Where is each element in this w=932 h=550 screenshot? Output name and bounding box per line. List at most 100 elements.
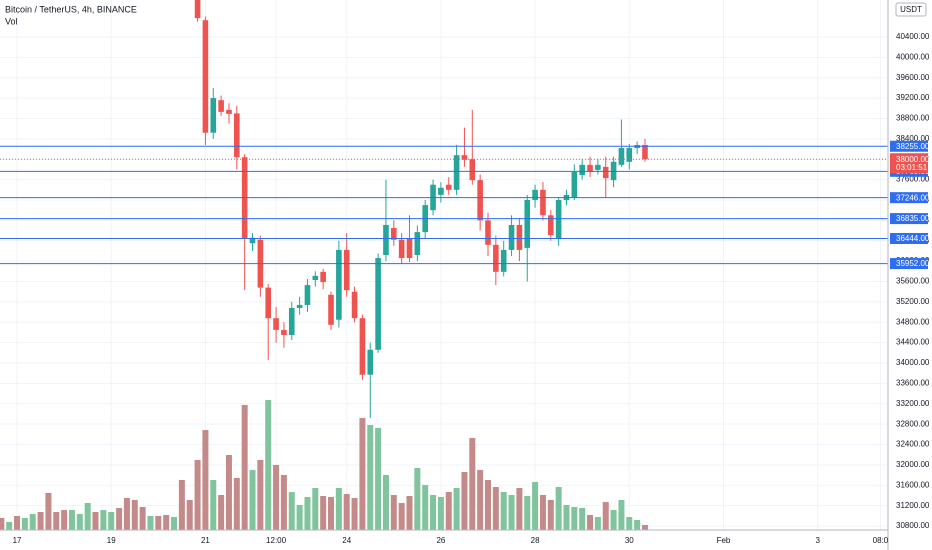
y-tick-label: 34400.00 <box>896 338 930 347</box>
volume-bar <box>147 516 154 530</box>
y-tick-label: 38800.00 <box>896 114 930 123</box>
volume-label: Vol <box>5 16 18 26</box>
volume-bar <box>641 525 648 530</box>
candle-body <box>375 258 381 350</box>
volume-bar <box>37 512 44 530</box>
volume-bar <box>76 514 83 530</box>
candle-body <box>398 239 405 259</box>
x-tick-label: 08:0 <box>873 536 889 545</box>
candle-body <box>540 189 546 216</box>
candle-body <box>602 166 609 179</box>
candle-body <box>516 224 523 250</box>
candle-body <box>406 238 413 259</box>
volume-bar <box>241 405 248 530</box>
x-tick-label: Feb <box>717 536 731 545</box>
x-tick-label: 24 <box>342 536 351 545</box>
y-tick-label: 34800.00 <box>896 317 930 326</box>
candle-body <box>202 20 209 133</box>
candle-body <box>414 232 421 256</box>
candle-body <box>485 220 491 245</box>
volume-bar <box>453 488 460 530</box>
volume-bar <box>359 418 366 530</box>
volume-bar <box>398 503 405 530</box>
y-tick-label: 40400.00 <box>896 32 930 41</box>
candle-body <box>218 100 224 112</box>
volume-bar <box>171 517 178 530</box>
volume-bar <box>579 508 586 530</box>
volume-bar <box>328 497 335 530</box>
time-axis-panel <box>0 530 888 550</box>
candle-body <box>524 199 531 248</box>
volume-bar <box>304 497 311 530</box>
volume-bar <box>178 480 185 530</box>
volume-bar <box>6 522 13 530</box>
level-label-box <box>890 213 928 225</box>
candle-body <box>579 164 585 176</box>
currency-label[interactable]: USDT <box>900 5 922 14</box>
y-tick-label: 31600.00 <box>896 480 930 489</box>
volume-bar <box>320 496 327 530</box>
volume-bar <box>563 505 570 530</box>
y-tick-label: 33200.00 <box>896 399 930 408</box>
y-tick-label: 34000.00 <box>896 358 930 367</box>
x-tick-label: 17 <box>13 536 22 545</box>
volume-bar <box>249 470 256 530</box>
volume-bar <box>539 495 546 530</box>
volume-bar <box>14 516 21 530</box>
candle-body <box>383 224 389 256</box>
candle-body <box>587 164 593 172</box>
volume-bar <box>210 480 217 530</box>
volume-bar <box>155 516 162 530</box>
volume-bar <box>288 492 295 530</box>
level-label: 36835.00 <box>896 214 930 223</box>
volume-bar <box>53 512 60 530</box>
y-tick-label: 40000.00 <box>896 52 930 61</box>
volume-bar <box>265 400 272 530</box>
volume-bar <box>335 488 342 530</box>
candle-body <box>304 285 311 305</box>
volume-bar <box>296 505 303 530</box>
candle-body <box>477 180 483 221</box>
candle-body <box>234 113 240 158</box>
volume-bar <box>84 503 91 530</box>
volume-bar <box>375 428 382 530</box>
volume-bar <box>68 510 75 530</box>
volume-bar <box>437 497 444 530</box>
volume-bar <box>29 514 36 530</box>
volume-bar <box>312 488 319 530</box>
price-axis-corner <box>889 531 932 550</box>
currency-box[interactable] <box>895 2 927 17</box>
level-label-box <box>890 258 928 270</box>
overlay: Bitcoin / TetherUS, 4h, BINANCE Vol USDT <box>5 2 927 26</box>
candle-body <box>359 318 366 375</box>
volume-bar <box>555 487 562 530</box>
candle-body <box>555 199 562 239</box>
volume-bar <box>422 485 429 530</box>
volume-bar <box>0 518 5 530</box>
volume-bar <box>461 472 468 530</box>
y-tick-label: 32800.00 <box>896 419 930 428</box>
volume-bar <box>61 510 68 530</box>
volume-bar <box>194 460 201 530</box>
x-tick-label: 12:00 <box>266 536 287 545</box>
volume-bar <box>45 493 52 530</box>
volume-bar <box>469 438 476 530</box>
candle-body <box>532 189 538 200</box>
volume-bar <box>524 496 531 530</box>
volume-bar <box>477 470 484 530</box>
candle-body <box>508 224 515 250</box>
level-label: 38255.00 <box>896 142 930 151</box>
candle-body <box>469 159 476 181</box>
volume-bar <box>92 512 99 530</box>
volume-bar <box>202 430 209 530</box>
volume-bar <box>21 518 28 530</box>
volume-bar <box>430 495 437 530</box>
volume-bar <box>484 480 491 530</box>
volume-bar <box>186 500 193 530</box>
y-tick-label: 31200.00 <box>896 501 930 510</box>
chart-title: Bitcoin / TetherUS, 4h, BINANCE <box>5 4 137 14</box>
x-tick-label: 28 <box>531 536 540 545</box>
candle-body <box>328 294 334 325</box>
